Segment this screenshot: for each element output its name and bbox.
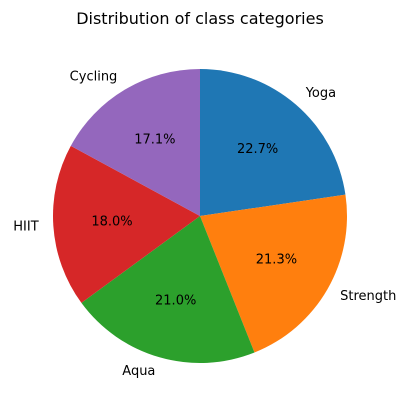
- slice-percent-yoga: 22.7%: [237, 142, 278, 157]
- slice-label-yoga: Yoga: [305, 86, 336, 101]
- slice-label-strength: Strength: [340, 289, 396, 304]
- pie-slice-yoga: [200, 69, 346, 216]
- pie-slice-cycling: [70, 69, 200, 216]
- slice-label-cycling: Cycling: [70, 70, 118, 85]
- pie-slices: [53, 69, 347, 363]
- slice-percent-aqua: 21.0%: [155, 293, 196, 308]
- chart-title: Distribution of class categories: [76, 9, 324, 28]
- slice-label-aqua: Aqua: [122, 364, 155, 379]
- slice-percent-cycling: 17.1%: [134, 133, 175, 148]
- pie-slice-strength: [200, 194, 347, 353]
- pie-labels: Yoga 22.7% Strength 21.3% Aqua 21.0% HIIT 18.0%…: [13, 70, 396, 379]
- pie-slice-hiit: [53, 145, 200, 303]
- slice-percent-hiit: 18.0%: [91, 214, 132, 229]
- slice-label-hiit: HIIT: [13, 219, 38, 234]
- slice-percent-strength: 21.3%: [256, 253, 297, 268]
- pie-slice-aqua: [81, 216, 255, 363]
